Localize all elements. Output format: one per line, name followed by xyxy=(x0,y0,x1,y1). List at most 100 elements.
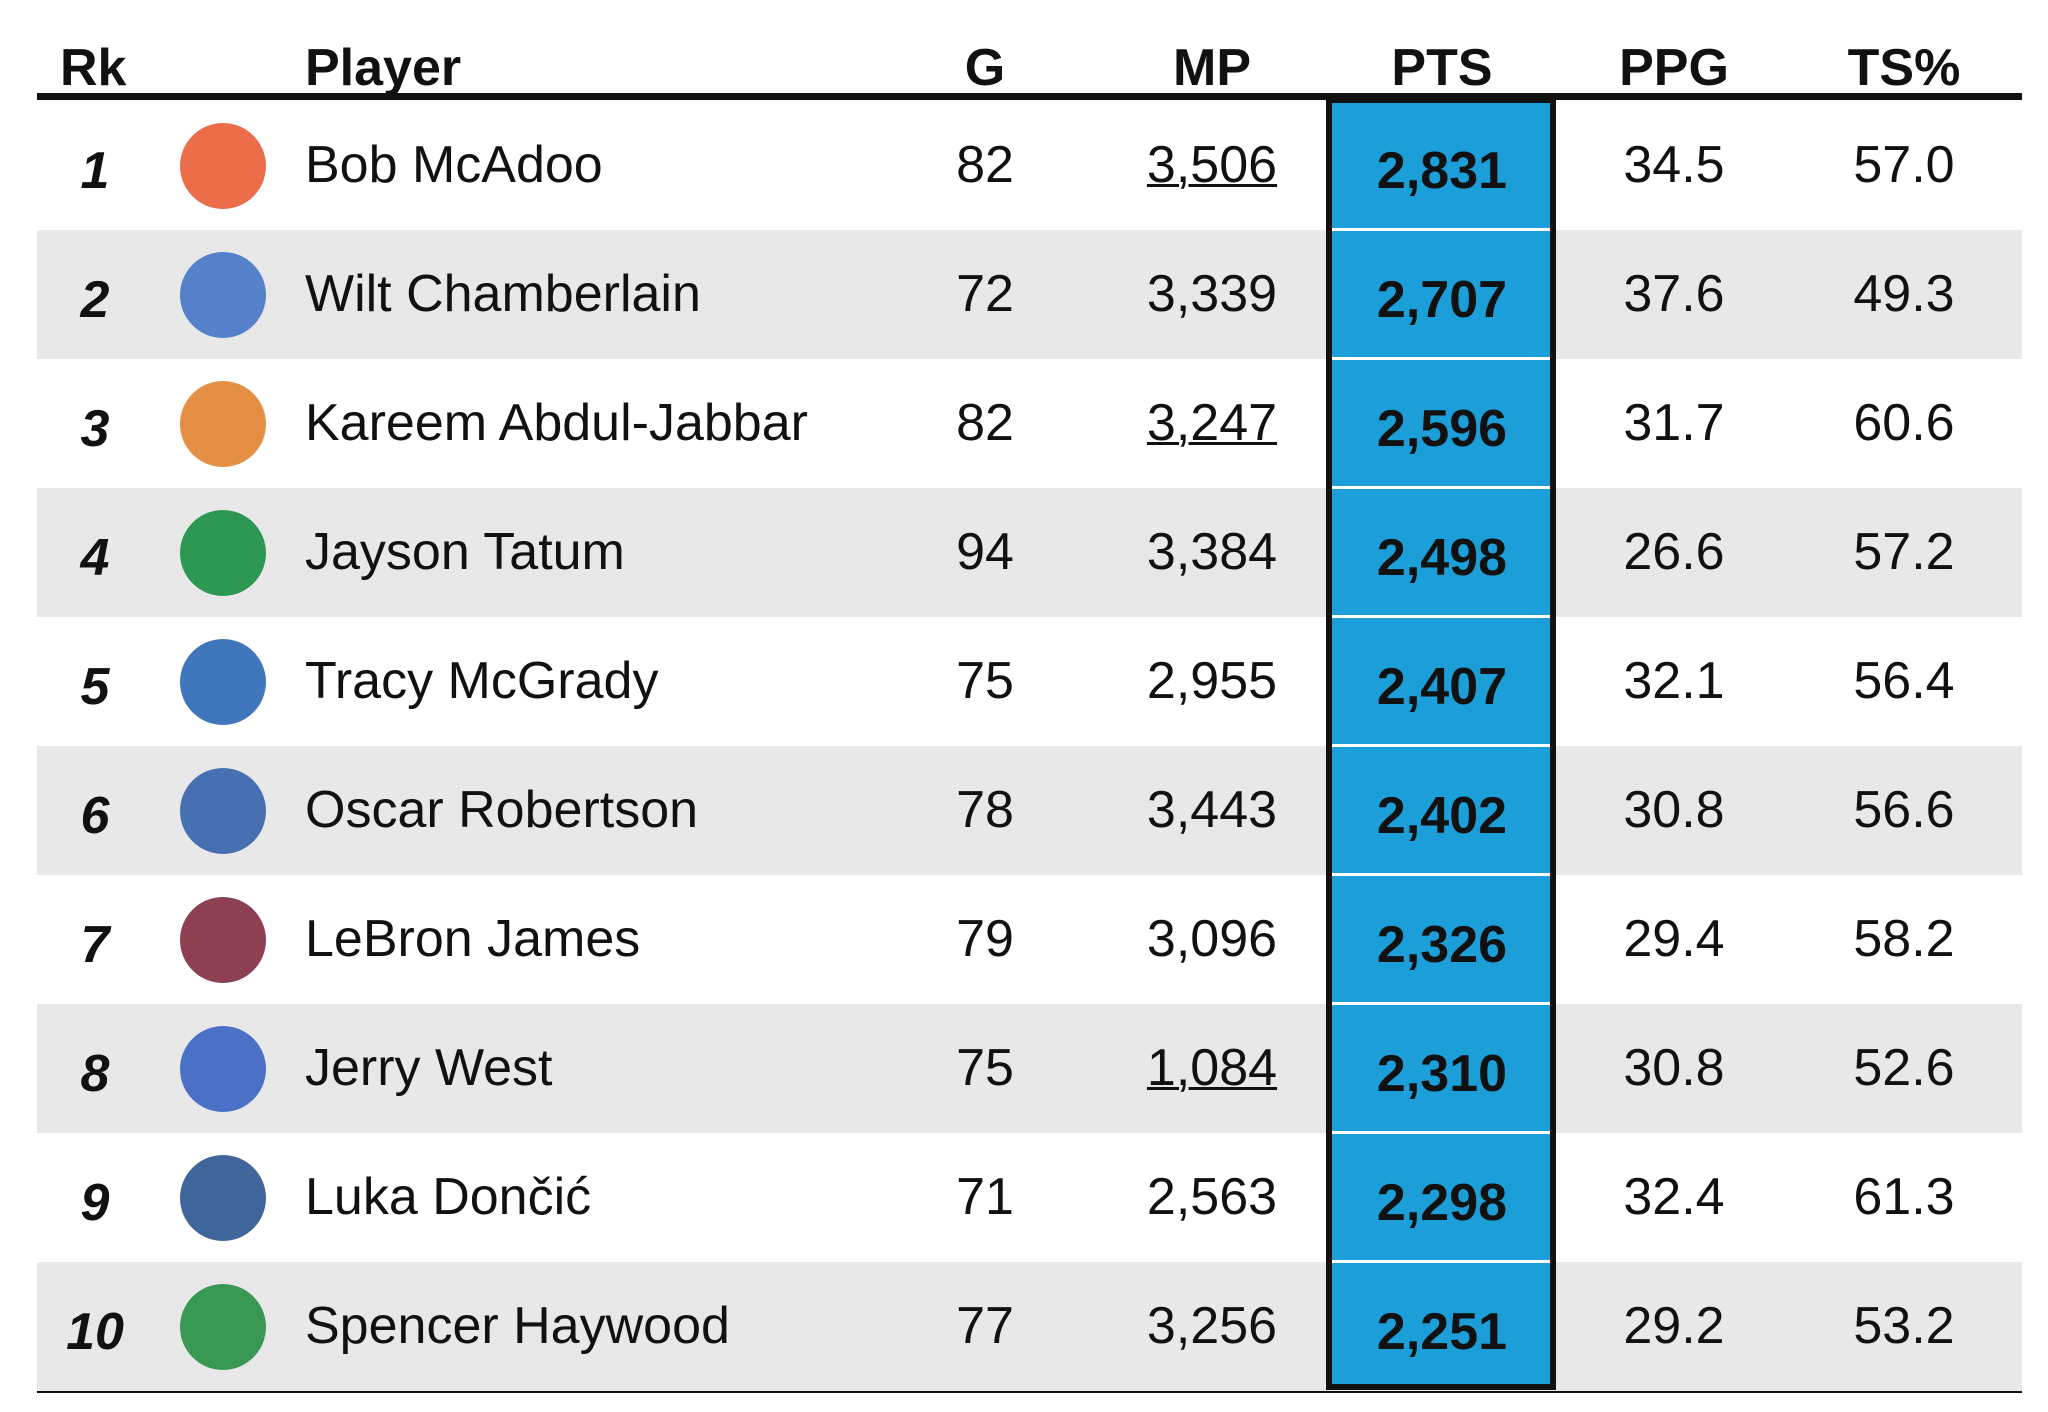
pts-row-separator xyxy=(1332,228,1550,231)
g-cell: 82 xyxy=(956,394,1014,452)
player-name: Tracy McGrady xyxy=(305,652,659,710)
ts-cell: 58.2 xyxy=(1853,910,1955,968)
mp-cell: 3,256 xyxy=(1146,1297,1278,1355)
ppg-cell: 29.2 xyxy=(1623,1297,1725,1355)
row-background xyxy=(37,230,2022,359)
row-background xyxy=(37,746,2022,875)
column-header: MP xyxy=(1173,39,1251,97)
ts-cell: 52.6 xyxy=(1853,1039,1955,1097)
pts-cell: 2,310 xyxy=(1376,1045,1508,1103)
pts-cell: 2,326 xyxy=(1376,916,1508,974)
mp-cell: 3,339 xyxy=(1146,265,1278,323)
pts-row-separator xyxy=(1332,357,1550,360)
g-cell: 82 xyxy=(956,136,1014,194)
pts-cell: 2,707 xyxy=(1376,271,1508,329)
ts-cell: 56.4 xyxy=(1853,652,1955,710)
team-logo xyxy=(180,1155,266,1241)
column-header: TS% xyxy=(1847,39,1961,97)
row-background xyxy=(37,488,2022,617)
pts-row-separator xyxy=(1332,1002,1550,1005)
ppg-cell: 32.1 xyxy=(1623,652,1725,710)
pts-row-separator xyxy=(1332,873,1550,876)
row-background xyxy=(37,1262,2022,1391)
mp-cell: 3,443 xyxy=(1146,781,1278,839)
header-rule xyxy=(37,93,2022,100)
rk-cell: 3 xyxy=(80,400,110,458)
team-logo xyxy=(180,1026,266,1112)
ts-cell: 57.2 xyxy=(1853,523,1955,581)
g-cell: 75 xyxy=(956,652,1014,710)
player-name: Jayson Tatum xyxy=(305,523,625,581)
ppg-cell: 29.4 xyxy=(1623,910,1725,968)
pts-row-separator xyxy=(1332,1260,1550,1263)
g-cell: 79 xyxy=(956,910,1014,968)
column-header: PPG xyxy=(1619,39,1729,97)
team-logo xyxy=(180,510,266,596)
g-cell: 78 xyxy=(956,781,1014,839)
team-logo xyxy=(180,768,266,854)
rk-cell: 2 xyxy=(80,271,110,329)
mp-cell: 2,563 xyxy=(1146,1168,1278,1226)
ppg-cell: 37.6 xyxy=(1623,265,1725,323)
rk-cell: 6 xyxy=(80,787,110,845)
team-logo xyxy=(180,1284,266,1370)
pts-cell: 2,251 xyxy=(1376,1303,1508,1361)
player-name: Jerry West xyxy=(305,1039,553,1097)
team-logo xyxy=(180,123,266,209)
g-cell: 71 xyxy=(956,1168,1014,1226)
team-logo xyxy=(180,381,266,467)
rk-cell: 4 xyxy=(80,529,110,587)
pts-cell: 2,298 xyxy=(1376,1174,1508,1232)
g-cell: 72 xyxy=(956,265,1014,323)
mp-cell: 3,096 xyxy=(1146,910,1278,968)
ppg-cell: 26.6 xyxy=(1623,523,1725,581)
player-name: Wilt Chamberlain xyxy=(305,265,701,323)
pts-row-separator xyxy=(1332,486,1550,489)
pts-column xyxy=(1326,97,1556,1390)
rk-cell: 9 xyxy=(80,1174,110,1232)
ts-cell: 53.2 xyxy=(1853,1297,1955,1355)
rk-cell: 10 xyxy=(66,1303,124,1361)
ts-cell: 57.0 xyxy=(1853,136,1955,194)
pts-cell: 2,831 xyxy=(1376,142,1508,200)
player-name: LeBron James xyxy=(305,910,641,968)
g-cell: 77 xyxy=(956,1297,1014,1355)
column-header: G xyxy=(964,39,1006,97)
team-logo xyxy=(180,639,266,725)
rk-cell: 8 xyxy=(80,1045,110,1103)
rk-cell: 1 xyxy=(80,142,110,200)
pts-row-separator xyxy=(1332,744,1550,747)
player-name: Kareem Abdul-Jabbar xyxy=(305,394,808,452)
team-logo xyxy=(180,252,266,338)
player-name: Oscar Robertson xyxy=(305,781,699,839)
pts-cell: 2,498 xyxy=(1376,529,1508,587)
ts-cell: 49.3 xyxy=(1853,265,1955,323)
ppg-cell: 30.8 xyxy=(1623,781,1725,839)
ppg-cell: 31.7 xyxy=(1623,394,1725,452)
rk-cell: 7 xyxy=(80,916,110,974)
player-name: Spencer Haywood xyxy=(305,1297,730,1355)
rk-cell: 5 xyxy=(80,658,110,716)
pts-cell: 2,407 xyxy=(1376,658,1508,716)
mp-cell: 3,506 xyxy=(1146,136,1278,194)
mp-cell: 3,384 xyxy=(1146,523,1278,581)
mp-cell: 3,247 xyxy=(1146,394,1278,452)
player-name: Luka Dončić xyxy=(305,1168,592,1226)
mp-cell: 1,084 xyxy=(1146,1039,1278,1097)
team-logo xyxy=(180,897,266,983)
ppg-cell: 30.8 xyxy=(1623,1039,1725,1097)
column-header: Rk xyxy=(60,39,127,97)
ts-cell: 56.6 xyxy=(1853,781,1955,839)
column-header: PTS xyxy=(1391,39,1493,97)
ppg-cell: 34.5 xyxy=(1623,136,1725,194)
pts-cell: 2,596 xyxy=(1376,400,1508,458)
g-cell: 94 xyxy=(956,523,1014,581)
ts-cell: 61.3 xyxy=(1853,1168,1955,1226)
mp-cell: 2,955 xyxy=(1146,652,1278,710)
g-cell: 75 xyxy=(956,1039,1014,1097)
ts-cell: 60.6 xyxy=(1853,394,1955,452)
column-header: Player xyxy=(305,39,462,97)
pts-row-separator xyxy=(1332,615,1550,618)
player-name: Bob McAdoo xyxy=(305,136,603,194)
